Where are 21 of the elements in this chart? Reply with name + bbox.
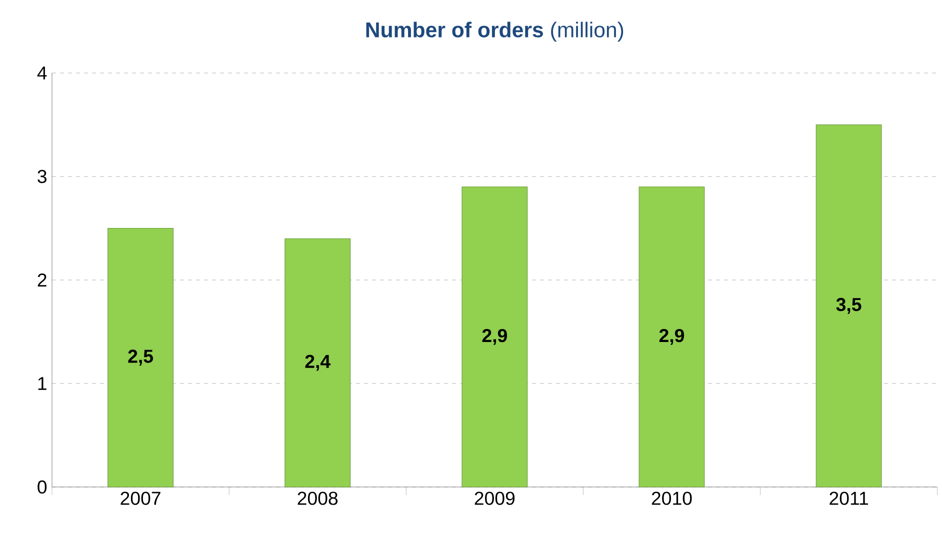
bar [638,186,705,488]
data-label: 2,9 [659,328,684,345]
data-label: 2,9 [482,328,507,345]
y-tick-label: 0 [38,480,47,494]
x-tick-label: 2010 [652,492,692,505]
x-tick-label: 2007 [120,492,160,505]
y-tick-label: 1 [38,377,46,390]
bar [816,124,882,488]
chart-title: Number of orders (million) [366,22,624,42]
data-label: 3,5 [836,298,862,314]
bar [108,228,174,488]
y-tick-label: 4 [37,66,47,80]
y-tick-label: 3 [38,170,46,184]
data-label: 2,4 [305,354,330,371]
bar [462,186,528,488]
bar [284,238,351,488]
y-tick-label: 2 [38,273,46,287]
data-label: 2,5 [128,350,153,366]
x-tick-label: 2011 [830,492,868,505]
x-tick-label: 2009 [474,492,515,505]
x-tick-label: 2008 [298,492,338,505]
